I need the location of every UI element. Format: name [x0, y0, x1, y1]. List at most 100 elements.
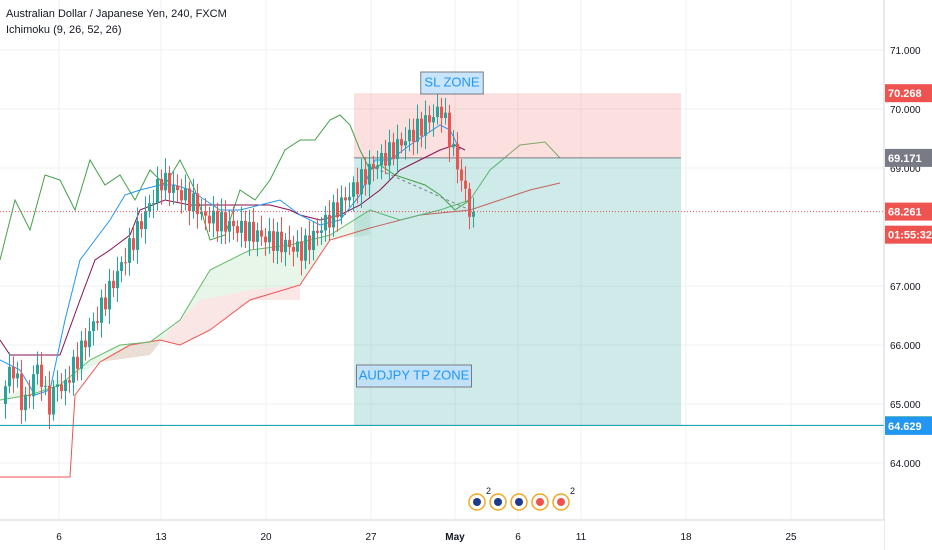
- candle-body: [468, 188, 471, 217]
- candle-body: [316, 230, 319, 233]
- candle-body: [172, 185, 175, 193]
- event-flag-icon: [536, 498, 544, 506]
- y-tick-label: 70.000: [890, 105, 921, 116]
- candle-body: [444, 112, 447, 118]
- candle-body: [224, 212, 227, 232]
- candle-body: [220, 212, 223, 232]
- candle-body: [420, 118, 423, 136]
- candle-body: [244, 220, 247, 242]
- sl-zone: [354, 93, 681, 158]
- candle-body: [68, 380, 71, 383]
- candle-body: [432, 117, 435, 123]
- candle-body: [396, 139, 399, 160]
- candle-body: [456, 143, 459, 170]
- candle-body: [96, 321, 99, 323]
- x-tick-label: 18: [680, 532, 692, 543]
- candle-body: [412, 129, 415, 142]
- candle-body: [184, 188, 187, 201]
- event-flag-icon: [557, 498, 565, 506]
- candle-body: [64, 380, 67, 392]
- candle-body: [284, 239, 287, 253]
- candle-body: [208, 215, 211, 224]
- chart-legend: Australian Dollar / Japanese Yen, 240, F…: [6, 6, 227, 38]
- candle-body: [72, 356, 75, 383]
- ichimoku-cloud-bearish: [100, 285, 300, 362]
- candle-body: [264, 236, 267, 243]
- candle-body: [176, 185, 179, 191]
- candle-body: [84, 340, 87, 348]
- candle-body: [36, 364, 39, 375]
- candle-body: [408, 129, 411, 142]
- x-tick-label: 6: [56, 532, 62, 543]
- candle-body: [192, 193, 195, 212]
- candle-body: [60, 384, 63, 392]
- x-tick-label: 6: [515, 532, 521, 543]
- candle-body: [92, 321, 95, 332]
- candle-body: [364, 169, 367, 185]
- candle-body: [416, 118, 419, 142]
- y-tick-label: 67.000: [890, 282, 921, 293]
- candle-body: [464, 180, 467, 189]
- y-tick-label: 64.000: [890, 459, 921, 470]
- candle-body: [104, 297, 107, 310]
- event-badge-count: 2: [570, 486, 575, 496]
- price-label: 70.268: [888, 88, 922, 100]
- event-flag-icon: [473, 498, 481, 506]
- candle-body: [216, 210, 219, 232]
- candle-body: [228, 220, 231, 232]
- candle-body: [276, 231, 279, 251]
- chikou-line: [0, 114, 471, 261]
- candle-body: [76, 356, 79, 369]
- candle-body: [124, 262, 127, 264]
- candle-body: [300, 241, 303, 261]
- candle-body: [360, 169, 363, 195]
- candle-body: [8, 366, 11, 387]
- candle-body: [460, 169, 463, 181]
- event-flag-icon: [494, 498, 502, 506]
- candle-body: [152, 203, 155, 205]
- candle-body: [156, 178, 159, 204]
- candle-body: [280, 231, 283, 253]
- candle-body: [452, 143, 455, 148]
- candle-body: [368, 163, 371, 185]
- candle-body: [52, 386, 55, 415]
- y-tick-label: 69.000: [890, 164, 921, 175]
- candle-body: [404, 141, 407, 146]
- candle-body: [196, 193, 199, 214]
- sl-zone-label-box: [420, 71, 484, 95]
- candle-body: [272, 231, 275, 251]
- candle-body: [128, 238, 131, 263]
- x-tick-label: 25: [785, 532, 797, 543]
- candle-body: [180, 190, 183, 201]
- candle-body: [348, 196, 351, 201]
- candle-body: [212, 210, 215, 224]
- candle-body: [384, 152, 387, 166]
- price-label-bg: [885, 225, 932, 244]
- candle-body: [292, 247, 295, 252]
- price-label-bg: [885, 148, 932, 167]
- candle-body: [260, 230, 263, 237]
- candle-body: [336, 202, 339, 218]
- candle-body: [40, 364, 43, 387]
- candle-body: [372, 163, 375, 169]
- event-flag-icon: [515, 498, 523, 506]
- x-tick-label: 20: [260, 532, 272, 543]
- price-label: 64.629: [888, 421, 922, 433]
- candle-body: [320, 230, 323, 233]
- candle-body: [20, 373, 23, 411]
- time-axis: [0, 520, 884, 550]
- candle-body: [332, 202, 335, 228]
- candle-body: [308, 235, 311, 251]
- ichimoku-span-b-line: [0, 182, 561, 478]
- candle-body: [256, 230, 259, 242]
- candle-body: [56, 384, 59, 387]
- candle-body: [296, 241, 299, 252]
- candle-body: [188, 188, 191, 212]
- price-label-bg: [885, 202, 932, 221]
- candle-body: [32, 374, 35, 397]
- x-tick-label: 27: [365, 532, 377, 543]
- candle-body: [204, 211, 207, 216]
- candle-body: [140, 221, 143, 230]
